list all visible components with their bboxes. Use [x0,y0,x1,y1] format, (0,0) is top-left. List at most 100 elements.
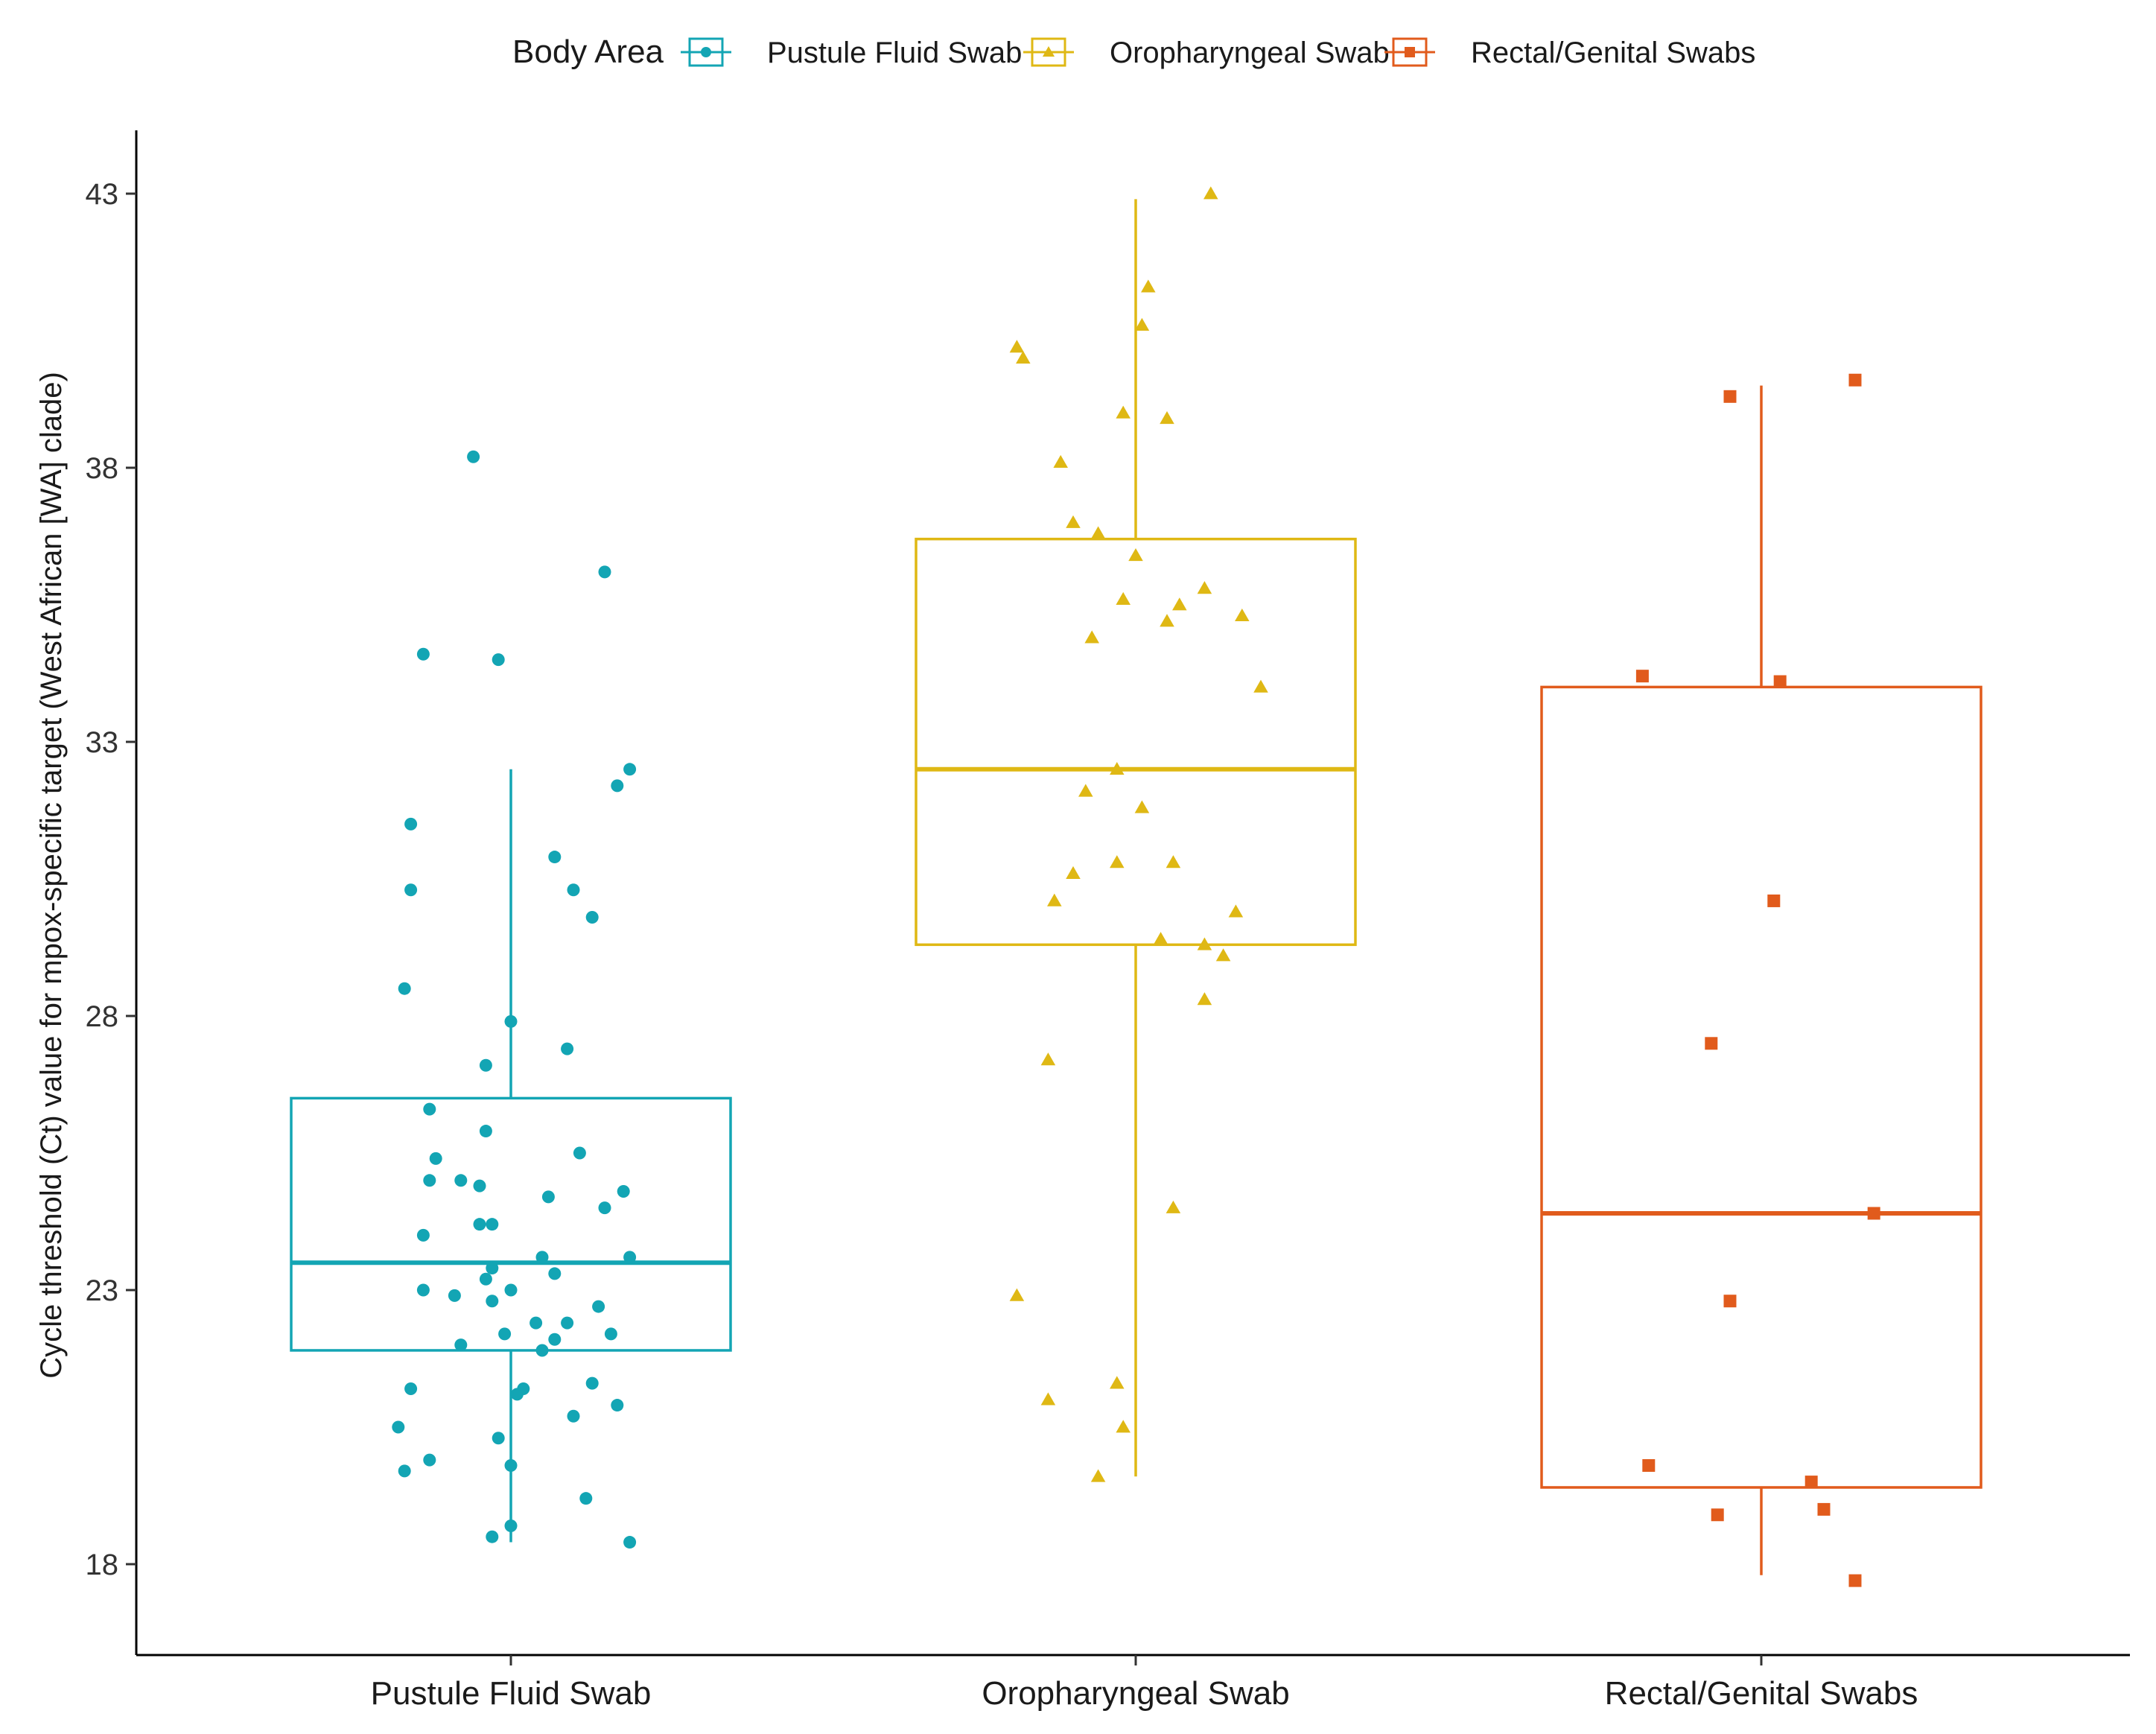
legend-title: Body Area [512,34,664,70]
data-point [623,1536,637,1549]
data-point [404,883,418,897]
data-point [1767,894,1781,907]
data-point [423,1102,436,1116]
legend-key-marker [1042,45,1055,57]
data-point [486,1295,499,1308]
data-point [1066,866,1081,879]
data-point [535,1344,549,1357]
data-point [1016,351,1031,364]
plot-layer [290,186,1982,1587]
data-point [548,1333,562,1346]
data-point [585,911,599,924]
x-tick-label: Oropharyngeal Swab [982,1675,1289,1712]
data-point [486,1530,499,1543]
data-point [1705,1037,1718,1050]
data-point [1773,675,1787,688]
legend: Body Area Pustule Fluid Swab Oropharyngea… [512,34,1755,70]
data-point [416,1228,430,1242]
data-point [1253,679,1268,693]
data-point [1116,405,1131,419]
legend-entry-label: Oropharyngeal Swab [1110,36,1390,69]
data-point [1009,1288,1025,1301]
data-point [498,1327,512,1341]
data-point [535,1251,549,1264]
data-point [1197,581,1212,594]
data-point [479,1125,492,1138]
data-point [1635,670,1649,683]
data-point [1090,526,1106,539]
legend-key [681,37,731,67]
data-point [486,1218,499,1231]
data-point [504,1283,518,1297]
data-point [598,1201,611,1215]
data-point [404,1382,418,1395]
data-point [611,1399,624,1412]
data-point [473,1179,486,1192]
data-point [1804,1476,1818,1489]
data-point [1235,608,1250,622]
data-point [1642,1459,1656,1473]
data-point [492,653,505,667]
data-point [623,1251,637,1264]
y-tick-label: 18 [86,1549,119,1581]
data-point [561,1042,574,1055]
data-point [1228,904,1244,918]
data-point [479,1058,492,1072]
data-point [404,817,418,831]
data-point [1053,454,1068,468]
data-point [1711,1508,1724,1522]
data-point [617,1185,630,1198]
data-point [1134,800,1150,813]
y-tick-label: 28 [86,1000,119,1033]
box-group [290,450,732,1549]
data-point [1110,762,1125,775]
data-point [611,779,624,793]
y-tick-label: 23 [86,1274,119,1307]
data-point [504,1519,518,1532]
data-point [1141,279,1156,293]
data-point [1110,1376,1125,1389]
y-tick-label: 33 [86,726,119,759]
data-point [548,851,562,864]
data-point [1040,1392,1056,1406]
data-point [492,1432,505,1445]
data-point [504,1459,518,1473]
data-point [1040,1052,1056,1066]
data-point [504,1014,518,1028]
data-point [1848,1574,1862,1587]
data-point [416,647,430,661]
legend-key [1023,37,1074,67]
data-point [467,450,480,463]
data-point [1078,784,1093,797]
data-point [1197,937,1212,950]
legend-entry-label: Rectal/Genital Swabs [1471,36,1755,69]
data-point [1134,317,1150,331]
data-point [548,1267,562,1280]
legend-key-marker [1405,47,1415,57]
data-point [567,883,580,897]
data-point [573,1146,586,1160]
data-point [541,1190,555,1204]
data-point [1203,186,1218,200]
data-point [486,1262,499,1275]
data-point [473,1218,486,1231]
data-point [1009,340,1025,353]
x-tick-label: Pustule Fluid Swab [371,1675,652,1712]
data-point [479,1272,492,1286]
data-point [510,1388,524,1401]
data-point [1110,855,1125,868]
data-point [567,1409,580,1423]
iqr-box [290,1096,732,1352]
data-point [448,1289,461,1302]
data-point [1128,547,1143,562]
legend-key-marker [701,47,711,57]
data-point [604,1327,617,1341]
data-point [454,1338,468,1352]
data-point [1848,373,1862,387]
y-tick-label: 43 [86,178,119,211]
legend-key [1384,37,1435,67]
data-point [423,1174,436,1187]
data-point [429,1152,442,1165]
data-point [1084,630,1099,644]
data-point [398,1464,411,1478]
